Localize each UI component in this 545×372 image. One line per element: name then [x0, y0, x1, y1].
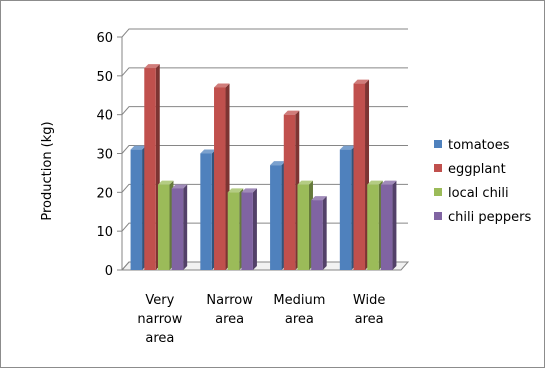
bars: [130, 64, 397, 271]
bar-top: [339, 145, 356, 150]
bar-top: [353, 79, 370, 84]
bar-front: [144, 68, 156, 270]
legend-item: local chili: [434, 186, 509, 201]
bar: [297, 180, 313, 270]
bar: [270, 161, 286, 270]
bar-side: [252, 188, 257, 270]
bar-top: [200, 149, 216, 154]
y-tick-label: 20: [96, 186, 113, 201]
bar: [311, 196, 327, 270]
bar: [200, 149, 216, 270]
legend-item: eggplant: [434, 162, 506, 177]
y-tick-label: 40: [96, 109, 113, 124]
bar-top: [283, 110, 300, 115]
bar-front: [200, 153, 212, 270]
bar-front: [297, 184, 309, 270]
bar: [339, 145, 356, 270]
legend-label: tomatoes: [448, 138, 510, 153]
bar-front: [283, 114, 296, 271]
bar-top: [367, 180, 383, 185]
bar-top: [270, 161, 286, 166]
x-axis-categories: Very narrow area Narrow area Medium area Wide ar…: [137, 293, 385, 346]
y-tick-label: 30: [96, 148, 113, 163]
bar-side: [392, 180, 397, 270]
gridline: [121, 67, 408, 77]
bar-top: [311, 196, 327, 201]
y-axis-label: Production (kg): [40, 121, 55, 220]
x-category-label: Medium area: [273, 293, 325, 327]
gridline: [121, 106, 408, 115]
bar-front: [339, 149, 352, 270]
bar-top: [171, 184, 188, 189]
bar-top: [227, 188, 244, 193]
bar-front: [311, 200, 323, 270]
bar-front: [130, 149, 143, 270]
bar-side: [322, 196, 327, 270]
bar: [144, 64, 160, 270]
bar-front: [353, 83, 366, 270]
y-tick-label: 50: [96, 70, 113, 85]
bar-front: [171, 188, 184, 270]
bar: [241, 188, 257, 270]
bar-front: [367, 184, 379, 270]
y-tick-label: 60: [96, 31, 113, 46]
bar-front: [270, 165, 282, 270]
bar: [171, 184, 188, 270]
gridline: [121, 28, 408, 38]
legend: tomatoes eggplant local chili chili peppers: [434, 138, 531, 225]
bar: [283, 110, 300, 271]
bar: [380, 180, 397, 270]
legend-item: chili peppers: [434, 210, 531, 225]
bar-top: [380, 180, 397, 185]
legend-label: local chili: [448, 186, 509, 201]
bar: [227, 188, 244, 270]
x-category-label: Very narrow area: [137, 293, 182, 346]
legend-swatch: [434, 212, 442, 220]
x-category-label: Narrow area: [206, 293, 253, 327]
bar: [157, 180, 174, 270]
bar-front: [380, 184, 393, 270]
y-tick-label: 10: [96, 225, 113, 240]
bar-top: [157, 180, 174, 185]
bar: [353, 79, 370, 270]
bar-top: [130, 145, 147, 150]
gridline: [121, 145, 408, 154]
bar-top: [241, 188, 257, 193]
bar-front: [241, 192, 253, 270]
bar-top: [297, 180, 313, 185]
bar: [130, 145, 147, 270]
y-axis-ticks: 0 10 20 30 40 50 60: [96, 31, 122, 279]
bar-front: [157, 184, 170, 270]
gridline: [121, 183, 408, 193]
legend-label: eggplant: [448, 162, 506, 177]
bar-front: [227, 192, 240, 270]
bar-top: [144, 64, 160, 69]
x-category-label: Wide area: [353, 293, 385, 327]
legend-item: tomatoes: [434, 138, 510, 153]
bar: [214, 83, 230, 270]
legend-label: chili peppers: [448, 210, 531, 225]
legend-swatch: [434, 188, 442, 196]
legend-swatch: [434, 164, 442, 172]
legend-swatch: [434, 140, 442, 148]
bar-front: [214, 87, 226, 270]
y-tick-label: 0: [105, 264, 113, 279]
bar-top: [214, 83, 230, 88]
bar: [367, 180, 383, 270]
bar-side: [183, 184, 188, 270]
